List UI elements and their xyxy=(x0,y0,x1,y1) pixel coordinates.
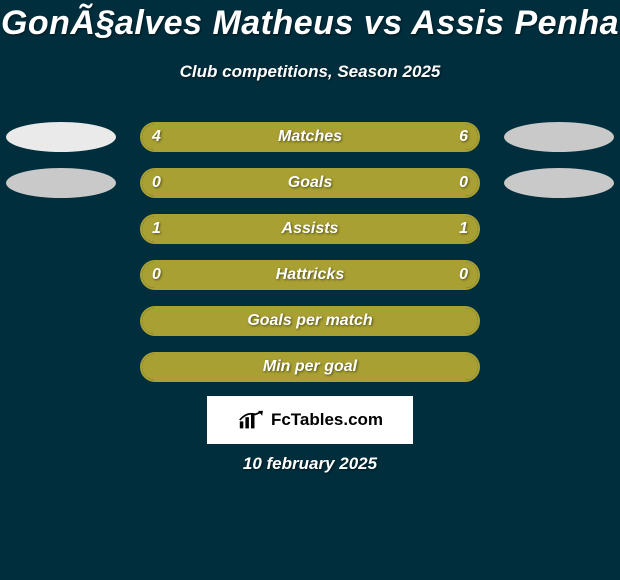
stat-bar-fill-left xyxy=(142,124,276,150)
stat-bar-fill-left xyxy=(142,170,310,196)
stat-bar-fill-left xyxy=(142,354,478,380)
stat-bar-track xyxy=(140,260,480,290)
stat-row: Min per goal xyxy=(0,348,620,394)
stat-bar-fill-right xyxy=(276,124,478,150)
comparison-infographic: GonÃ§alves Matheus vs Assis Penha Club c… xyxy=(0,0,620,580)
subtitle: Club competitions, Season 2025 xyxy=(0,62,620,82)
brand-badge: FcTables.com xyxy=(207,396,413,444)
stat-row: Goals per match xyxy=(0,302,620,348)
stat-bar-track xyxy=(140,306,480,336)
stat-bar-track xyxy=(140,352,480,382)
stat-bars-container: Matches46Goals00Assists11Hattricks00Goal… xyxy=(0,118,620,394)
stat-bar-fill-right xyxy=(310,216,478,242)
page-title: GonÃ§alves Matheus vs Assis Penha xyxy=(0,4,620,43)
player-avatar-placeholder-left xyxy=(6,122,116,152)
brand-label: FcTables.com xyxy=(271,410,383,430)
stat-bar-track xyxy=(140,168,480,198)
stat-bar-fill-right xyxy=(310,170,478,196)
stat-row: Assists11 xyxy=(0,210,620,256)
stat-bar-fill-left xyxy=(142,262,310,288)
stat-row: Hattricks00 xyxy=(0,256,620,302)
player-avatar-placeholder-right xyxy=(504,122,614,152)
footer-date: 10 february 2025 xyxy=(0,454,620,474)
stat-bar-track xyxy=(140,214,480,244)
player-avatar-placeholder-right xyxy=(504,168,614,198)
brand-icon xyxy=(237,410,265,430)
stat-bar-track xyxy=(140,122,480,152)
stat-bar-fill-left xyxy=(142,216,310,242)
stat-row: Goals00 xyxy=(0,164,620,210)
stat-bar-fill-left xyxy=(142,308,478,334)
stat-bar-fill-right xyxy=(310,262,478,288)
player-avatar-placeholder-left xyxy=(6,168,116,198)
stat-row: Matches46 xyxy=(0,118,620,164)
